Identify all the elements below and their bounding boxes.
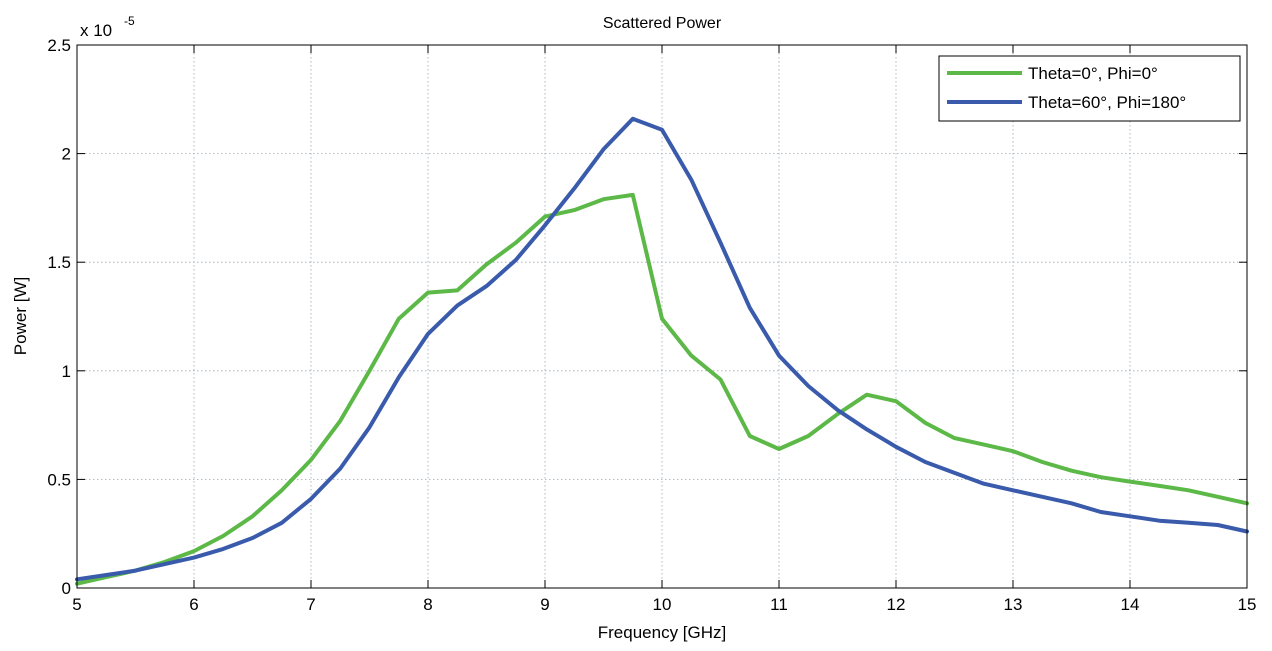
y-tick-label: 2.5 [47,36,71,55]
x-tick-label: 8 [423,595,432,614]
x-tick-label: 12 [887,595,906,614]
series-layer [75,116,1249,586]
legend-label-theta60: Theta=60°, Phi=180° [1028,93,1186,112]
x-tick-label: 15 [1238,595,1257,614]
y-tick-labels: 0 0.5 1 1.5 2 2.5 [47,36,71,598]
series-line-theta60-phi180 [75,116,1249,582]
x-tick-label: 11 [770,595,788,614]
x-axis-label: Frequency [GHz] [598,623,727,642]
x-tick-label: 7 [306,595,315,614]
chart-title: Scattered Power [603,15,722,32]
x-tick-label: 10 [653,595,672,614]
x-tick-label: 13 [1004,595,1023,614]
y-axis-label: Power [W] [11,277,30,355]
y-exponent-label: x 10 -5 [80,14,135,40]
x-tick-label: 9 [540,595,549,614]
x-tick-label: 14 [1121,595,1140,614]
y-tick-label: 0.5 [47,470,71,489]
y-tick-label: 1 [62,362,71,381]
y-exponent-text: -5 [124,14,135,28]
x-tick-label: 6 [189,595,198,614]
x-tick-labels: 5 6 7 8 9 10 11 12 13 14 15 [72,595,1256,614]
axis-ticks [76,44,1248,589]
legend: Theta=0°, Phi=0° Theta=60°, Phi=180° [938,55,1241,122]
legend-label-theta0: Theta=0°, Phi=0° [1028,64,1158,83]
grid-lines [77,45,1247,588]
y-multiplier-text: x 10 [80,21,112,40]
series-line-theta0-phi0 [75,192,1249,586]
y-tick-label: 1.5 [47,253,71,272]
x-tick-label: 5 [72,595,81,614]
y-tick-label: 2 [62,145,71,164]
legend-box [938,55,1241,122]
y-tick-label: 0 [62,579,71,598]
